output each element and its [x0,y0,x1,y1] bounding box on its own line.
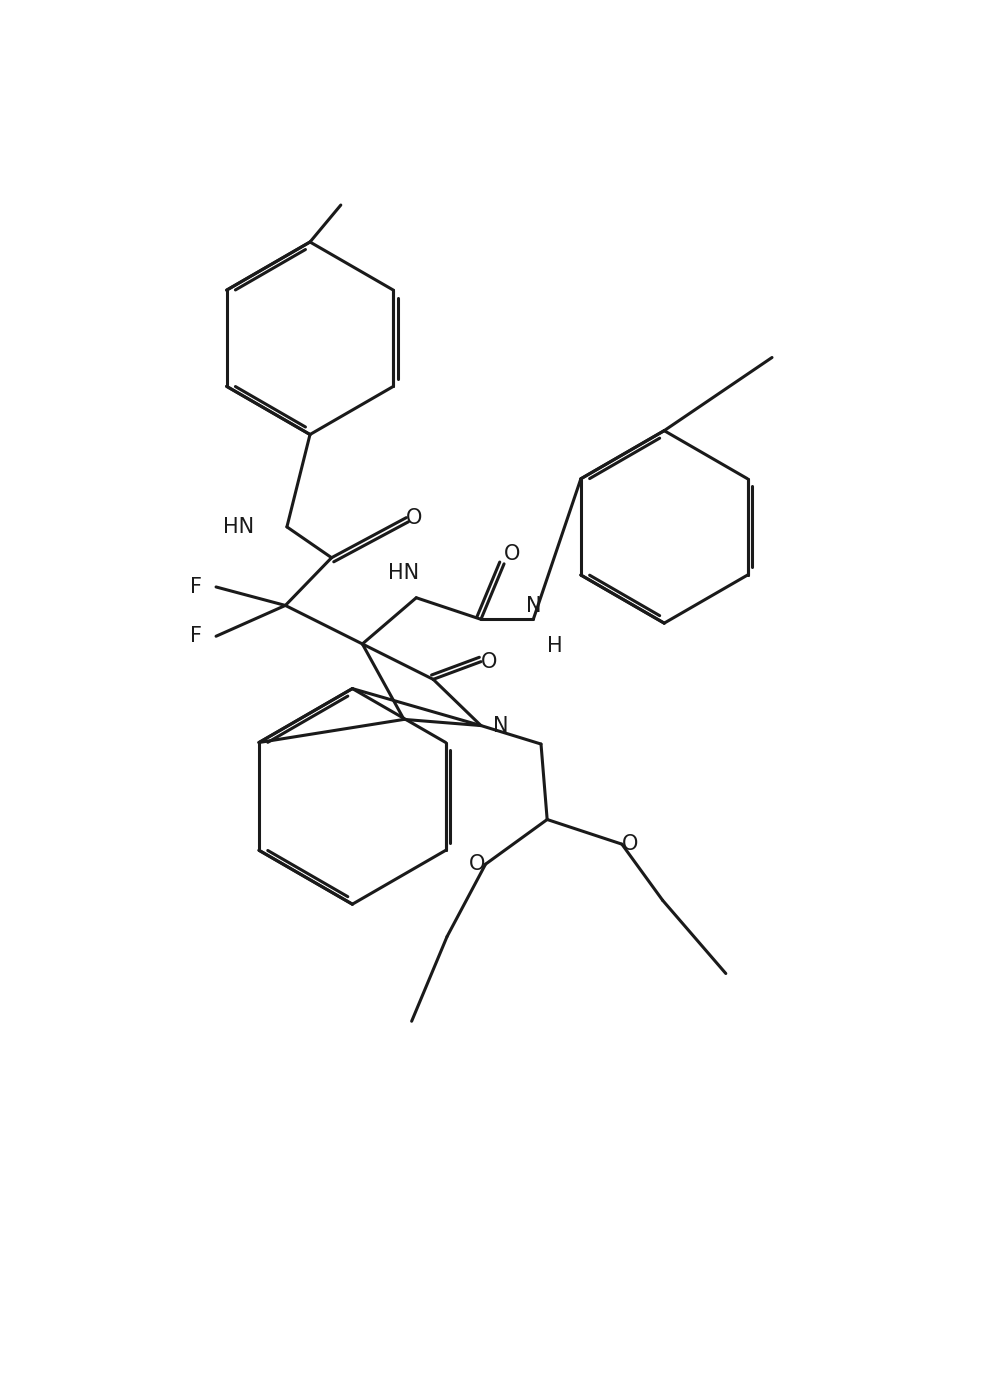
Text: O: O [407,507,422,528]
Text: H: H [547,637,563,656]
Text: O: O [504,544,520,564]
Text: O: O [481,652,497,671]
Text: O: O [622,835,638,854]
Text: HN: HN [389,564,419,583]
Text: HN: HN [224,517,254,536]
Text: F: F [191,578,202,597]
Text: O: O [469,854,485,874]
Text: N: N [525,597,541,616]
Text: F: F [191,626,202,646]
Text: N: N [493,715,509,736]
